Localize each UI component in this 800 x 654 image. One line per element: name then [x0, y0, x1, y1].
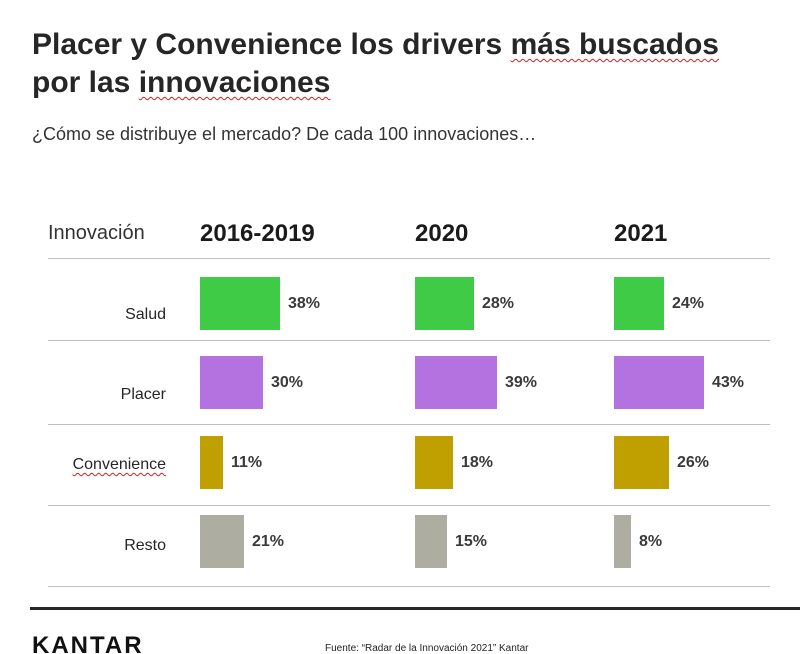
- chart-title: Placer y Convenience los drivers más bus…: [32, 26, 772, 102]
- value-label-resto-2021: 8%: [639, 533, 663, 550]
- row-divider: [48, 505, 770, 506]
- value-label-salud-2021: 24%: [672, 295, 705, 312]
- row-label-resto: Resto: [124, 537, 166, 554]
- bar-convenience-2020: [415, 436, 453, 489]
- bar-placer-2020: [415, 356, 497, 409]
- title-part-4: innovaciones: [138, 66, 331, 99]
- bar-convenience-2021: [614, 436, 669, 489]
- bar-resto-2016-2019: [200, 515, 244, 568]
- column-header-2021: 2021: [614, 220, 668, 247]
- kantar-logo: KANTAR: [32, 634, 144, 654]
- row-divider: [48, 258, 770, 259]
- bar-resto-2021: [614, 515, 631, 568]
- value-label-salud-2016-2019: 38%: [288, 295, 321, 312]
- title-part-1: Placer y Convenience los drivers: [32, 28, 511, 61]
- row-label-salud: Salud: [125, 306, 166, 323]
- value-label-resto-2016-2019: 21%: [252, 533, 285, 550]
- bar-placer-2021: [614, 356, 704, 409]
- bar-placer-2016-2019: [200, 356, 263, 409]
- value-label-placer-2021: 43%: [712, 374, 745, 391]
- row-label-convenience: Convenience: [72, 456, 166, 473]
- value-label-convenience-2021: 26%: [677, 454, 710, 471]
- bar-convenience-2016-2019: [200, 436, 223, 489]
- value-label-placer-2020: 39%: [505, 374, 538, 391]
- row-header: Innovación: [48, 222, 145, 244]
- bar-salud-2016-2019: [200, 277, 280, 330]
- row-divider: [48, 424, 770, 425]
- source-note: Fuente: “Radar de la Innovación 2021” Ka…: [325, 643, 529, 654]
- bar-salud-2020: [415, 277, 474, 330]
- value-label-placer-2016-2019: 30%: [271, 374, 304, 391]
- title-part-3: por las: [32, 66, 139, 99]
- row-divider: [48, 340, 770, 341]
- value-label-resto-2020: 15%: [455, 533, 488, 550]
- column-header-2016-2019: 2016-2019: [200, 220, 315, 247]
- row-label-placer: Placer: [120, 386, 166, 403]
- footer-divider: [30, 607, 800, 610]
- row-divider: [48, 586, 770, 587]
- column-header-2020: 2020: [415, 220, 469, 247]
- value-label-convenience-2020: 18%: [461, 454, 494, 471]
- bar-resto-2020: [415, 515, 447, 568]
- title-part-2: más buscados: [510, 28, 719, 61]
- chart-subtitle: ¿Cómo se distribuye el mercado? De cada …: [32, 124, 537, 144]
- value-label-salud-2020: 28%: [482, 295, 515, 312]
- value-label-convenience-2016-2019: 11%: [231, 454, 263, 471]
- bar-salud-2021: [614, 277, 664, 330]
